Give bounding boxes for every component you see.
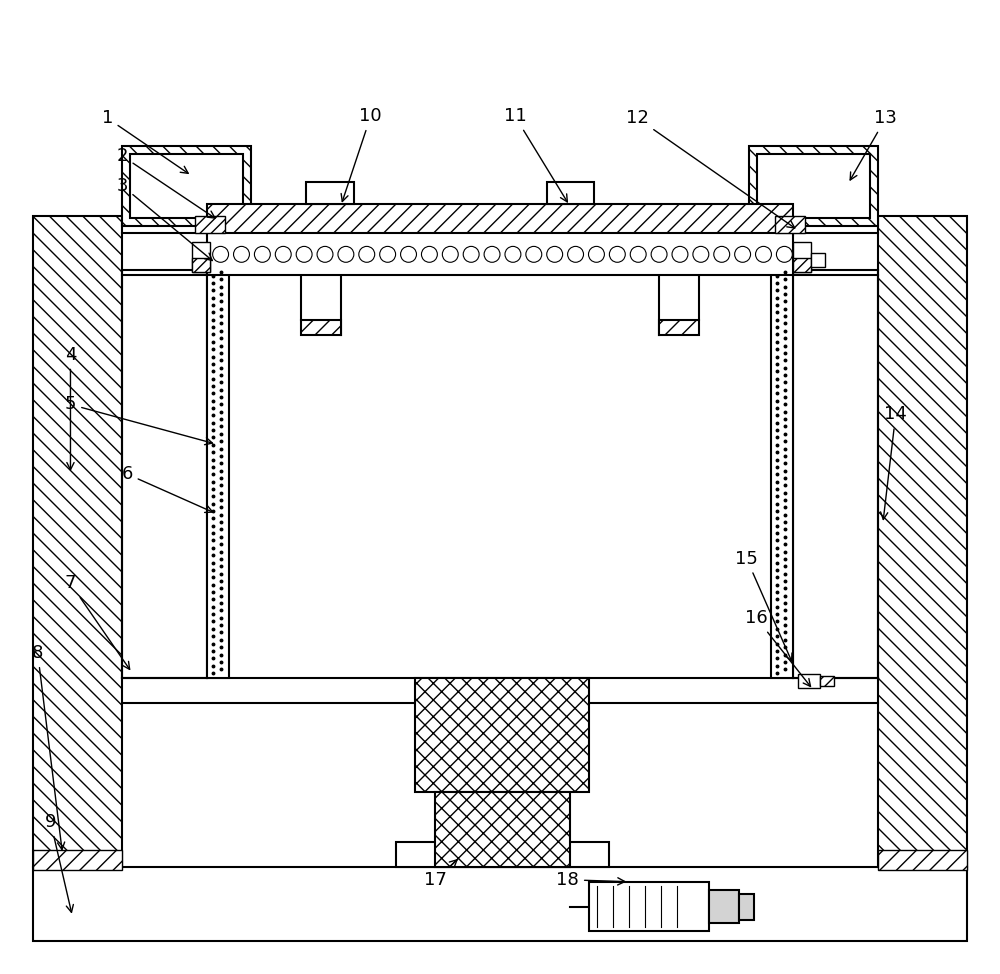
- Bar: [749, 146, 878, 226]
- Text: 7: 7: [65, 575, 130, 669]
- Bar: [301, 319, 341, 335]
- Circle shape: [359, 246, 375, 262]
- Bar: [207, 234, 793, 276]
- Text: 8: 8: [32, 644, 65, 849]
- Bar: [878, 850, 967, 870]
- Bar: [33, 850, 122, 870]
- Text: 18: 18: [556, 871, 625, 888]
- Bar: [547, 182, 594, 204]
- Bar: [306, 182, 354, 204]
- Circle shape: [317, 246, 333, 262]
- Circle shape: [630, 246, 646, 262]
- Bar: [589, 881, 709, 931]
- Text: 16: 16: [745, 610, 811, 687]
- Circle shape: [380, 246, 396, 262]
- Circle shape: [275, 246, 291, 262]
- Bar: [659, 319, 699, 335]
- Bar: [771, 270, 793, 678]
- Text: 11: 11: [504, 107, 567, 202]
- Circle shape: [505, 246, 521, 262]
- Bar: [192, 243, 210, 272]
- Circle shape: [714, 246, 730, 262]
- Bar: [33, 867, 967, 942]
- Circle shape: [609, 246, 625, 262]
- Bar: [435, 792, 570, 867]
- Bar: [207, 270, 793, 678]
- Text: 15: 15: [735, 549, 792, 661]
- Circle shape: [651, 246, 667, 262]
- Bar: [195, 215, 225, 234]
- Bar: [709, 889, 739, 923]
- Bar: [33, 215, 122, 867]
- Circle shape: [568, 246, 584, 262]
- Circle shape: [776, 246, 792, 262]
- Text: 6: 6: [121, 465, 213, 512]
- Text: 10: 10: [341, 107, 382, 202]
- Circle shape: [463, 246, 479, 262]
- Bar: [122, 146, 251, 226]
- Bar: [757, 154, 870, 217]
- Text: 5: 5: [65, 395, 212, 445]
- Text: 12: 12: [626, 109, 795, 228]
- Bar: [739, 894, 754, 919]
- Bar: [396, 842, 609, 867]
- Circle shape: [756, 246, 771, 262]
- Text: 3: 3: [116, 176, 212, 260]
- Circle shape: [547, 246, 563, 262]
- Circle shape: [526, 246, 542, 262]
- Bar: [192, 258, 210, 272]
- Bar: [820, 676, 834, 686]
- Circle shape: [401, 246, 416, 262]
- Bar: [878, 215, 967, 867]
- Text: 13: 13: [850, 109, 897, 180]
- Bar: [207, 270, 229, 678]
- Circle shape: [338, 246, 354, 262]
- Circle shape: [735, 246, 751, 262]
- Circle shape: [296, 246, 312, 262]
- Circle shape: [442, 246, 458, 262]
- Circle shape: [693, 246, 709, 262]
- Text: 14: 14: [881, 405, 907, 519]
- Text: 2: 2: [116, 147, 215, 218]
- Circle shape: [672, 246, 688, 262]
- Text: 4: 4: [65, 346, 76, 469]
- Bar: [775, 215, 805, 234]
- Bar: [798, 674, 820, 688]
- Text: 9: 9: [45, 813, 73, 913]
- Circle shape: [234, 246, 249, 262]
- Bar: [415, 678, 589, 792]
- Bar: [811, 253, 825, 267]
- Bar: [793, 243, 811, 272]
- Text: 17: 17: [424, 860, 457, 888]
- Circle shape: [484, 246, 500, 262]
- Circle shape: [588, 246, 604, 262]
- Circle shape: [213, 246, 229, 262]
- Text: 1: 1: [102, 109, 188, 173]
- Bar: [130, 154, 243, 217]
- Circle shape: [421, 246, 437, 262]
- Bar: [207, 204, 793, 236]
- Bar: [793, 258, 811, 272]
- Circle shape: [254, 246, 270, 262]
